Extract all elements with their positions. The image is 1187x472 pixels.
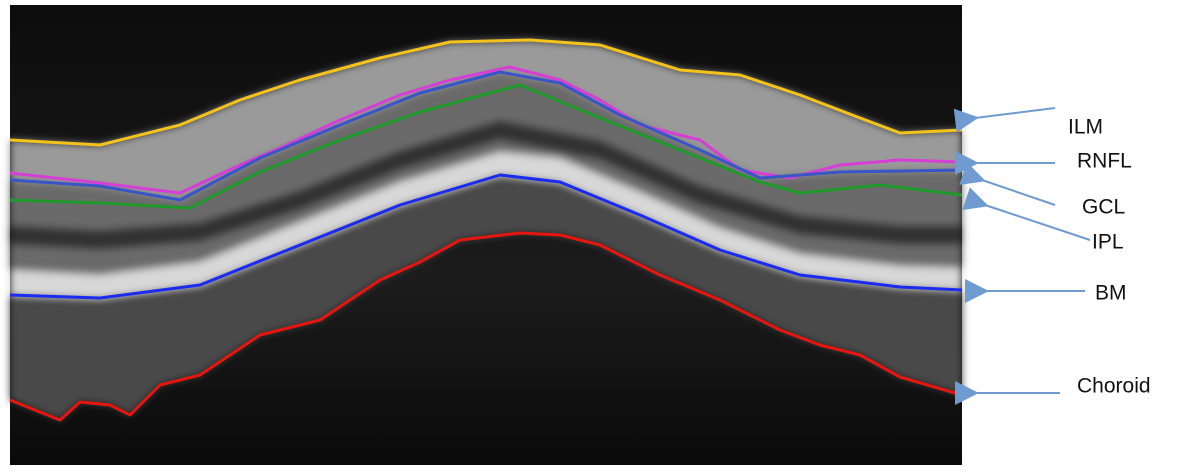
label: BM bbox=[1095, 282, 1127, 305]
arrows bbox=[953, 107, 1091, 405]
label: IPL bbox=[1092, 231, 1124, 254]
label: RNFL bbox=[1077, 150, 1132, 173]
label: Choroid bbox=[1077, 375, 1151, 398]
label: GCL bbox=[1082, 196, 1125, 219]
label: ILM bbox=[1068, 116, 1103, 139]
oct-image bbox=[9, 5, 963, 465]
